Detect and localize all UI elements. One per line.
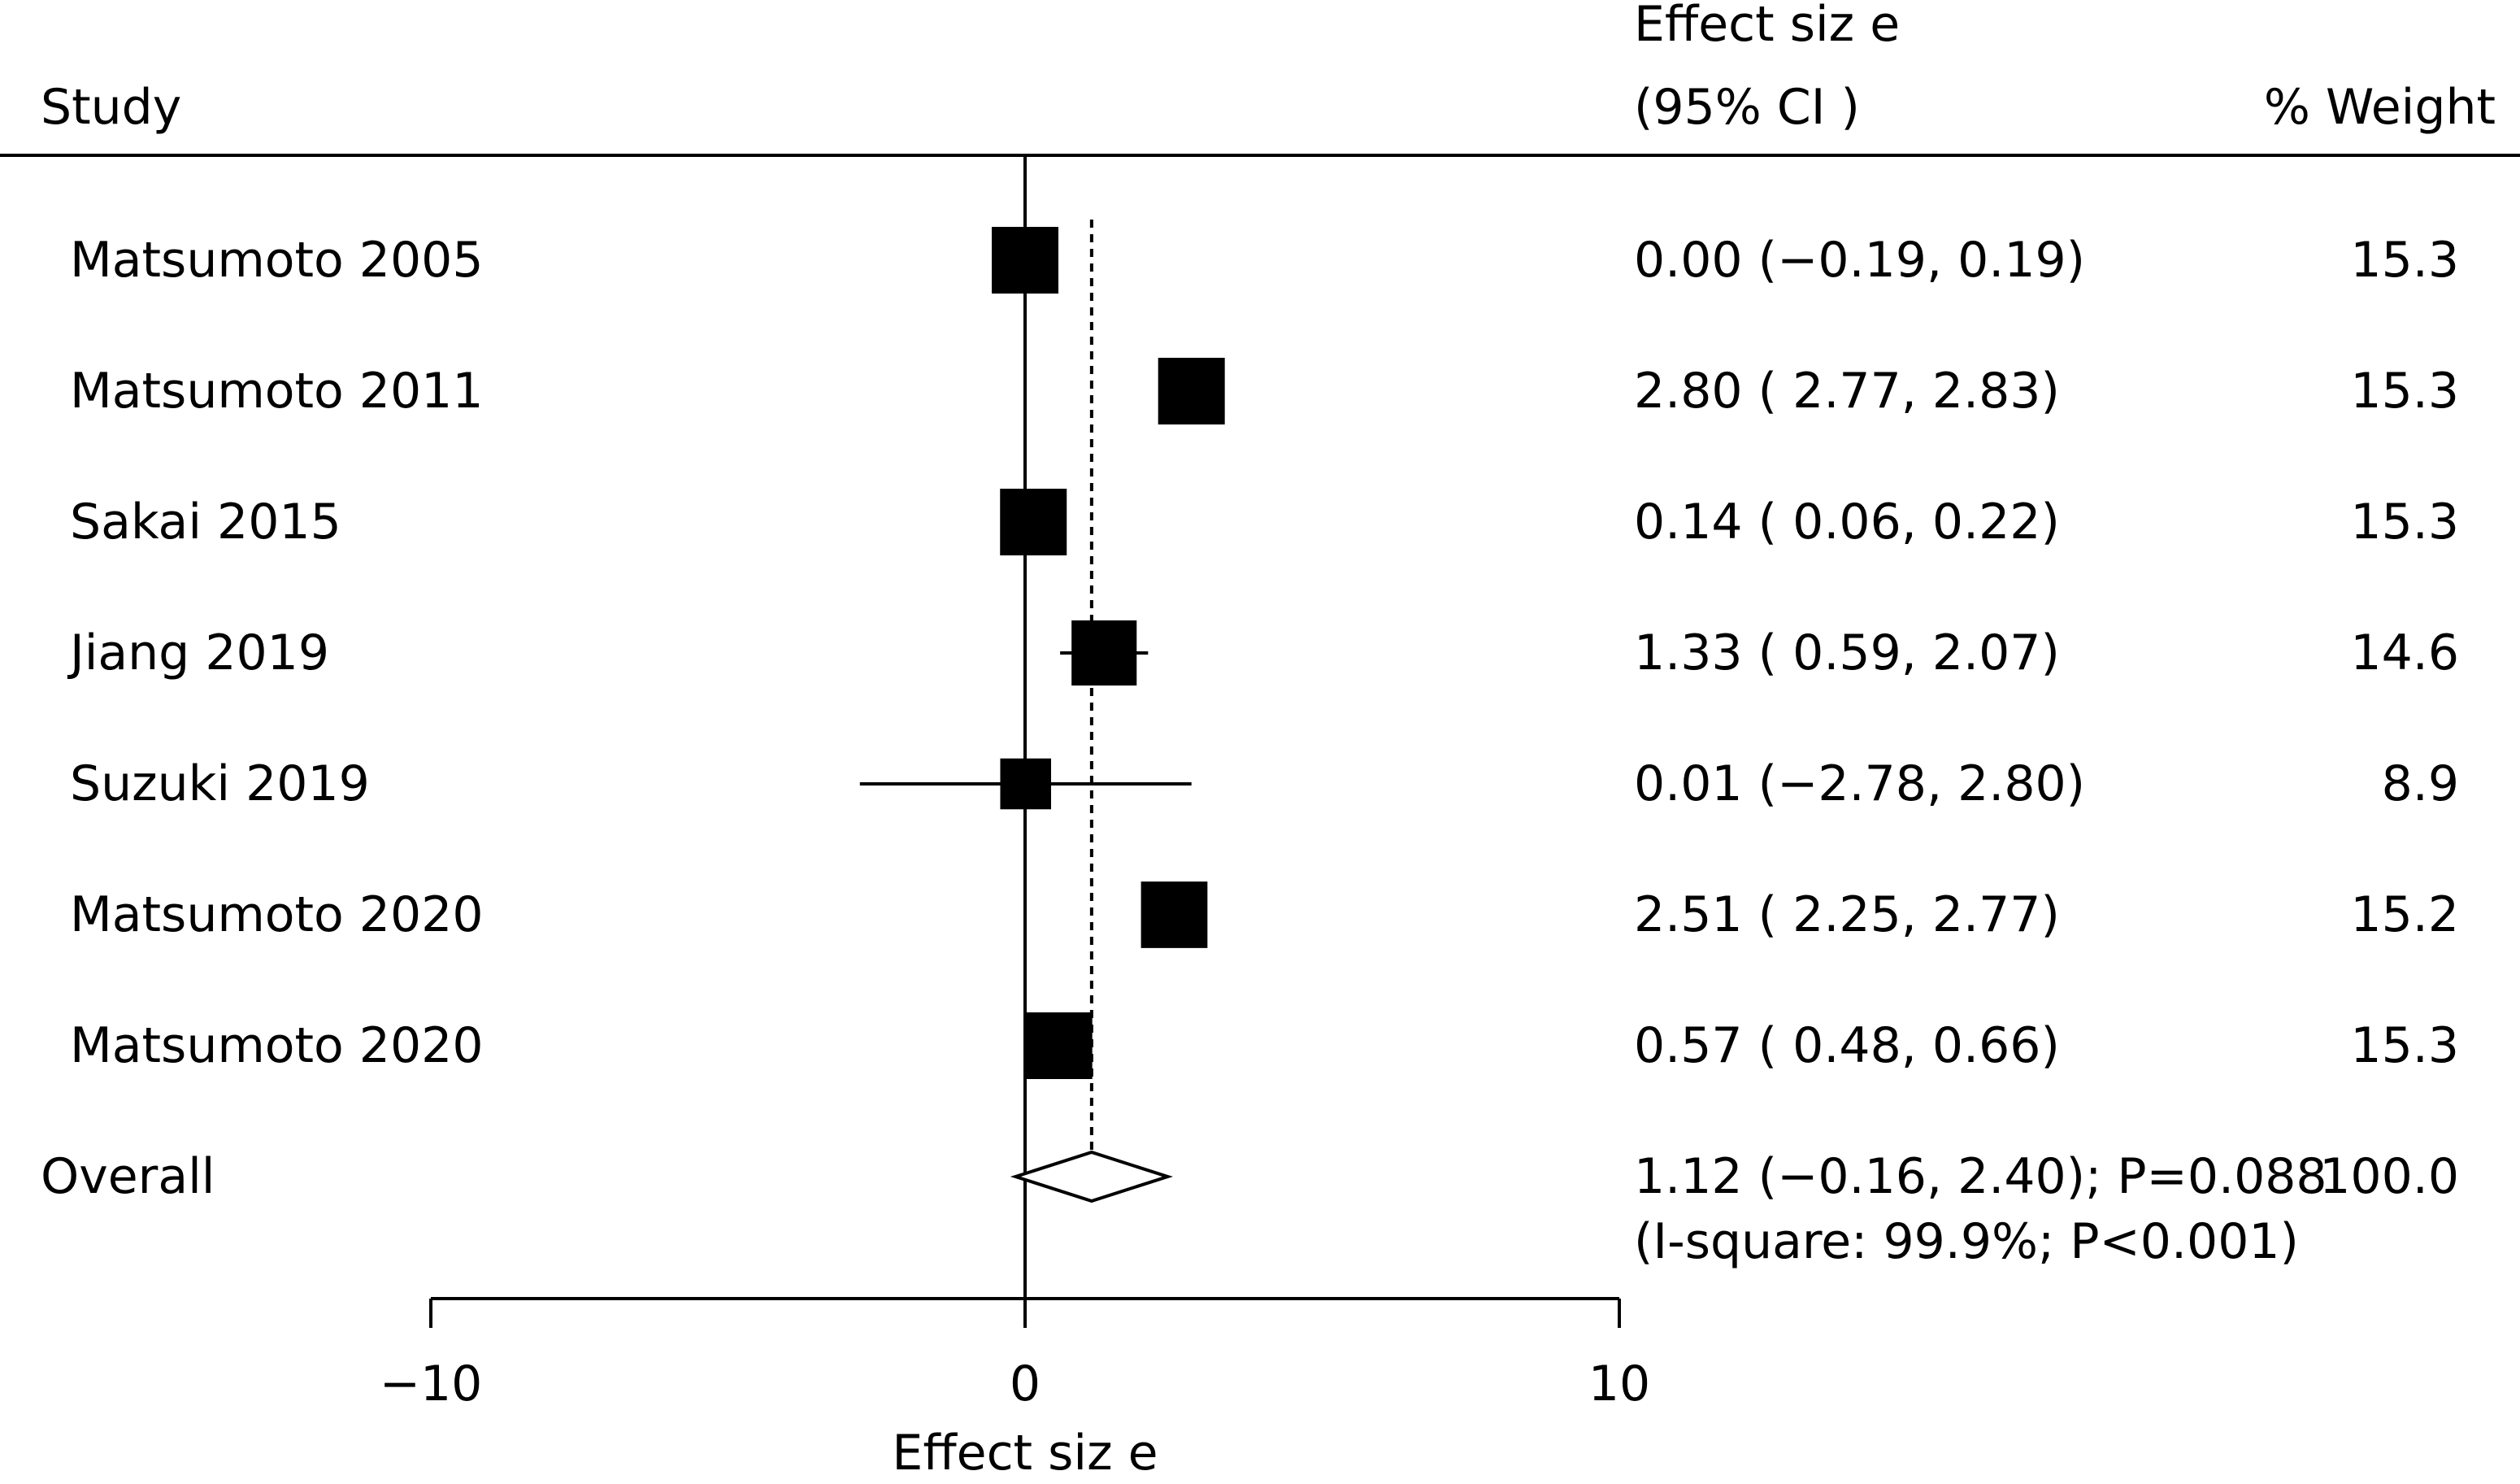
study-row: Jiang 2019 1.33 ( 0.59, 2.07) 14.6	[67, 620, 2459, 686]
effect-ci-text: 0.00 (−0.19, 0.19)	[1634, 232, 2085, 289]
study-row: Matsumoto 2011 2.80 ( 2.77, 2.83) 15.3	[70, 358, 2459, 424]
overall-ci-text: 1.12 (−0.16, 2.40); P=0.088	[1634, 1148, 2327, 1205]
header-study: Study	[41, 79, 181, 136]
header-weight: % Weight	[2264, 79, 2496, 136]
weight-value: 15.3	[2350, 363, 2459, 420]
effect-ci-text: 0.57 ( 0.48, 0.66)	[1634, 1017, 2060, 1074]
study-row: Matsumoto 2005 0.00 (−0.19, 0.19) 15.3	[70, 227, 2459, 294]
heterogeneity-text: (I-square: 99.9%; P<0.001)	[1634, 1213, 2299, 1270]
x-tick-label: −10	[380, 1356, 483, 1412]
effect-ci-text: 1.33 ( 0.59, 2.07)	[1634, 624, 2060, 681]
study-row: Matsumoto 2020 0.57 ( 0.48, 0.66) 15.3	[70, 1012, 2459, 1079]
study-label: Matsumoto 2020	[70, 886, 484, 943]
study-row: Matsumoto 2020 2.51 ( 2.25, 2.77) 15.2	[70, 881, 2459, 948]
effect-ci-text: 0.14 ( 0.06, 0.22)	[1634, 494, 2060, 551]
overall-weight: 100.0	[2319, 1148, 2459, 1205]
study-rows: Matsumoto 2005 0.00 (−0.19, 0.19) 15.3Mats…	[67, 227, 2459, 1079]
weight-value: 14.6	[2350, 624, 2459, 681]
study-label: Sakai 2015	[70, 494, 341, 551]
effect-marker	[1141, 881, 1208, 948]
x-tick-label: 10	[1588, 1356, 1650, 1412]
effect-ci-text: 2.80 ( 2.77, 2.83)	[1634, 363, 2060, 420]
study-label: Matsumoto 2020	[70, 1017, 484, 1074]
overall-label: Overall	[41, 1148, 215, 1205]
study-label: Matsumoto 2005	[70, 232, 484, 289]
weight-value: 8.9	[2382, 755, 2459, 812]
header-effect-size: Effect siz e	[1634, 0, 1900, 53]
study-label: Matsumoto 2011	[70, 363, 484, 420]
weight-value: 15.3	[2350, 494, 2459, 551]
effect-marker	[1000, 489, 1067, 555]
study-row: Sakai 2015 0.14 ( 0.06, 0.22) 15.3	[70, 489, 2459, 555]
effect-marker	[1000, 758, 1052, 810]
overall-diamond	[1010, 1150, 1173, 1203]
effect-marker	[1071, 620, 1137, 686]
effect-marker	[1025, 1012, 1093, 1079]
x-axis-title: Effect siz e	[892, 1425, 1158, 1482]
weight-value: 15.3	[2350, 1017, 2459, 1074]
effect-marker	[1158, 358, 1225, 424]
effect-marker	[992, 227, 1058, 294]
effect-ci-text: 0.01 (−2.78, 2.80)	[1634, 755, 2085, 812]
x-tick-label: 0	[1010, 1356, 1041, 1412]
study-row: Suzuki 2019 0.01 (−2.78, 2.80) 8.9	[70, 755, 2459, 812]
header-ci: (95% CI )	[1634, 79, 1860, 136]
x-axis: −10 0 10 Effect siz e	[380, 155, 1650, 1482]
effect-ci-text: 2.51 ( 2.25, 2.77)	[1634, 886, 2060, 943]
weight-value: 15.3	[2350, 232, 2459, 289]
weight-value: 15.2	[2350, 886, 2459, 943]
study-label: Suzuki 2019	[70, 755, 370, 812]
study-label: Jiang 2019	[67, 624, 329, 681]
